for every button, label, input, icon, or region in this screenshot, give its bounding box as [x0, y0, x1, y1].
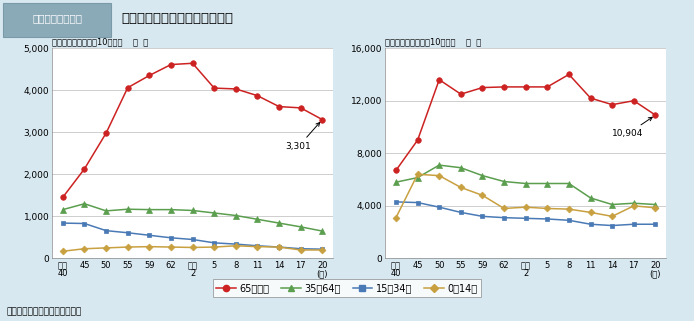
- Text: 3,301: 3,301: [285, 123, 320, 151]
- Text: （各年齢階級別人口10万対）    入  院: （各年齢階級別人口10万対） 入 院: [52, 38, 149, 47]
- Text: 資料：厚生労働省「患者調査」: 資料：厚生労働省「患者調査」: [7, 307, 82, 316]
- Legend: 65歳以上, 35～64歳, 15～34歳, 0～14歳: 65歳以上, 35～64歳, 15～34歳, 0～14歳: [212, 279, 482, 297]
- Text: 10,904: 10,904: [612, 117, 652, 138]
- Bar: [3, 3, 111, 37]
- Text: 年齢階級別にみた受療率の推移: 年齢階級別にみた受療率の推移: [121, 12, 233, 25]
- Text: 図１－２－３－６: 図１－２－３－６: [33, 13, 83, 23]
- Text: （各年齢階級別人口10万対）    外  来: （各年齢階級別人口10万対） 外 来: [385, 38, 482, 47]
